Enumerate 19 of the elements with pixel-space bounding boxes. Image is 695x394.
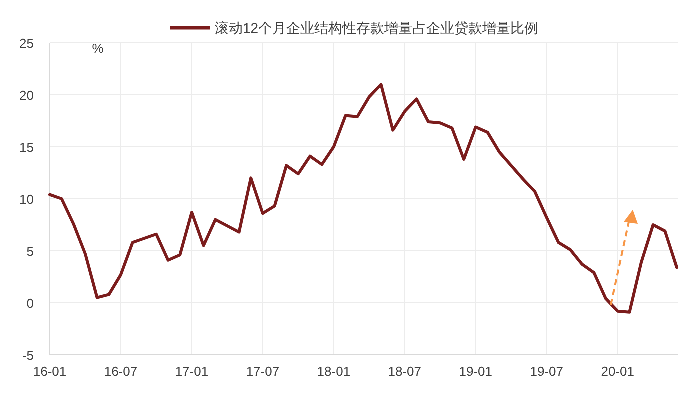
x-tick-label: 17-01 <box>175 364 209 379</box>
y-tick-label: 15 <box>20 140 34 155</box>
x-tick-label: 16-07 <box>104 364 138 379</box>
y-tick-label: 10 <box>20 192 34 207</box>
y-tick-label: 25 <box>20 36 34 51</box>
x-tick-label: 18-07 <box>388 364 422 379</box>
y-tick-label: -5 <box>22 348 34 363</box>
x-tick-label: 19-01 <box>459 364 493 379</box>
x-tick-label: 18-01 <box>317 364 351 379</box>
y-tick-label: 20 <box>20 88 34 103</box>
line-series <box>48 83 678 314</box>
x-tick-label: 17-07 <box>246 364 280 379</box>
x-tick-label: 20-01 <box>601 364 634 379</box>
x-tick-label: 19-07 <box>530 364 564 379</box>
legend-label: 滚动12个月企业结构性存款增量占企业贷款增量比例 <box>215 20 539 36</box>
x-tick-label: 16-01 <box>33 364 67 379</box>
y-tick-label: 5 <box>26 244 34 259</box>
y-axis-title: % <box>92 41 104 56</box>
y-tick-label: 0 <box>26 296 34 311</box>
